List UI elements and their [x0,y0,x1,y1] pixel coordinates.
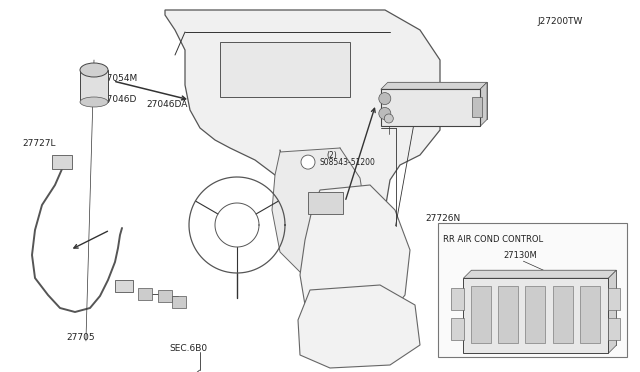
Text: 27726N: 27726N [426,214,461,223]
Bar [580,286,600,343]
Bar [451,288,465,310]
Text: 27130M: 27130M [504,251,537,260]
Bar [609,288,620,310]
Bar [381,89,480,126]
Text: 27130M: 27130M [483,312,520,321]
Text: S08543-51200: S08543-51200 [320,158,376,167]
Bar [138,288,152,300]
Polygon shape [480,82,487,126]
Bar [172,296,186,308]
Bar [609,318,620,340]
Bar [220,42,350,97]
Text: 27046DA: 27046DA [146,100,188,109]
Text: J27200TW: J27200TW [538,17,583,26]
Ellipse shape [379,93,391,105]
Bar [472,286,492,343]
Ellipse shape [80,97,108,107]
Polygon shape [463,270,616,278]
Text: 27705: 27705 [66,333,95,342]
Bar [158,290,172,302]
Text: 27054M: 27054M [101,74,138,83]
Ellipse shape [379,108,391,119]
Polygon shape [609,270,616,353]
Ellipse shape [80,63,108,77]
Bar [472,97,482,117]
Bar [499,286,518,343]
Polygon shape [298,285,420,368]
Bar [308,192,343,214]
Bar [80,70,108,102]
Polygon shape [272,148,370,272]
Text: 27046D: 27046D [101,95,136,104]
Bar [115,280,133,292]
Polygon shape [165,10,440,260]
Text: S: S [306,159,310,165]
Polygon shape [381,82,487,89]
Bar [472,270,616,345]
Circle shape [301,155,315,169]
Bar [388,82,487,119]
Bar [463,278,609,353]
Ellipse shape [384,114,394,123]
Text: SEC.6B0: SEC.6B0 [170,344,208,353]
Bar [554,286,573,343]
Bar [525,286,545,343]
Polygon shape [300,185,410,330]
Text: 27727L: 27727L [22,140,56,148]
Bar [438,223,627,357]
Bar [451,318,465,340]
Bar [52,155,72,169]
Text: (2): (2) [326,151,337,160]
Text: RR AIR COND CONTROL: RR AIR COND CONTROL [444,235,543,244]
